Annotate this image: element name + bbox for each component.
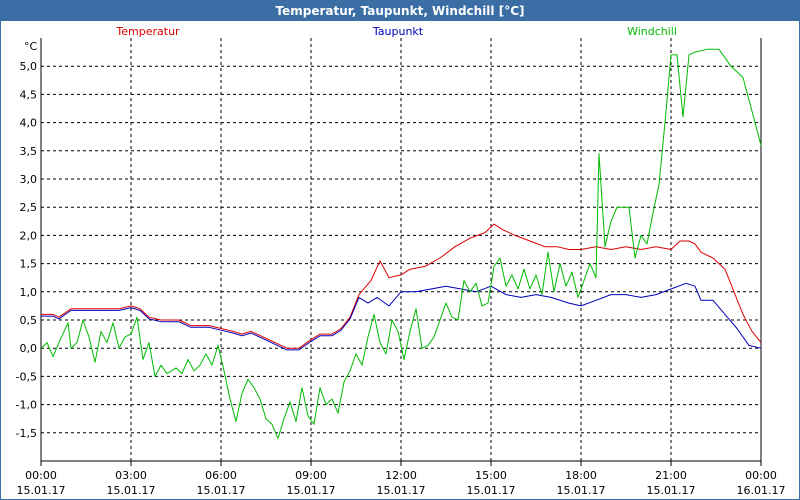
y-tick-label: 0,0 [20,342,38,355]
x-tick-time: 18:00 [565,469,597,482]
x-tick-date: 15.01.17 [17,484,66,497]
y-tick-label: 1,5 [20,258,38,271]
y-tick-label: 3,5 [20,145,38,158]
y-tick-label: -1,0 [16,399,37,412]
x-tick-time: 00:00 [745,469,777,482]
axes [40,38,762,466]
y-axis-unit-label: °C [24,40,38,53]
y-tick-label: 4,0 [20,117,38,130]
legend-entry-windchill: Windchill [627,25,677,38]
x-tick-date: 15.01.17 [107,484,156,497]
y-tick-label: 0,5 [20,314,38,327]
x-tick-time: 06:00 [205,469,237,482]
y-tick-label: 5,0 [20,60,38,73]
grid-lines [41,38,761,461]
y-tick-label: -1,5 [16,427,37,440]
y-tick-label: 4,5 [20,88,38,101]
x-tick-time: 21:00 [655,469,687,482]
series-line-windchill [40,48,762,439]
y-tick-label: 2,0 [20,229,38,242]
x-tick-date: 15.01.17 [197,484,246,497]
legend: Temperatur Taupunkt Windchill [115,25,677,38]
x-tick-date: 15.01.17 [377,484,426,497]
legend-entry-temperatur: Temperatur [115,25,180,38]
series-lines [40,48,762,439]
x-tick-time: 12:00 [385,469,417,482]
tick-labels: -1,5 -1,0 -0,5 0,0 0,5 1,0 1,5 2,0 2,5 3,0 3,5 4,0 4… [16,60,786,497]
x-tick-time: 09:00 [295,469,327,482]
x-tick-time: 00:00 [25,469,57,482]
series-line-temperatur [41,223,762,349]
x-tick-time: 15:00 [475,469,507,482]
x-tick-date: 16.01.17 [737,484,786,497]
y-tick-label: 2,5 [20,201,38,214]
x-tick-date: 15.01.17 [557,484,606,497]
chart-title: Temperatur, Taupunkt, Windchill [°C] [1,1,799,21]
x-tick-time: 03:00 [115,469,147,482]
y-tick-label: 1,0 [20,286,38,299]
x-tick-date: 15.01.17 [647,484,696,497]
y-tick-label: -0,5 [16,370,37,383]
y-tick-label: 3,0 [20,173,38,186]
legend-entry-taupunkt: Taupunkt [372,25,424,38]
x-tick-date: 15.01.17 [287,484,336,497]
series-line-taupunkt [41,282,762,351]
x-tick-date: 15.01.17 [467,484,516,497]
